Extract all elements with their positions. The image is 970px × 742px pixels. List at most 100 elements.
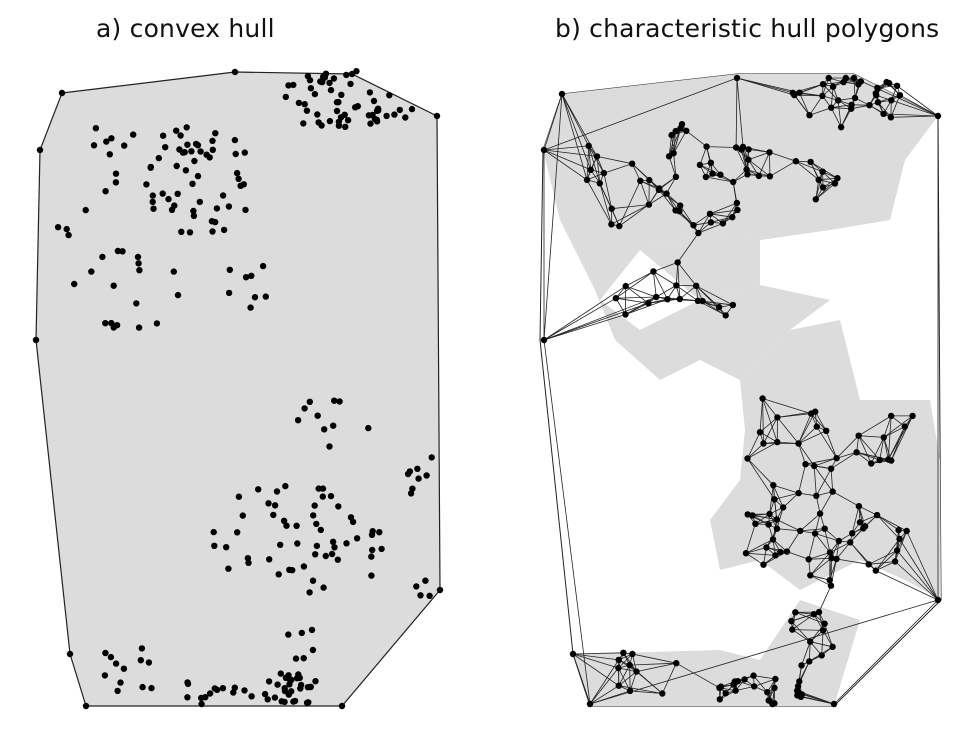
data-point: [291, 697, 299, 705]
mesh-edge: [762, 398, 778, 443]
data-point: [646, 176, 653, 184]
data-point: [196, 198, 203, 206]
data-point: [806, 112, 813, 119]
data-point: [620, 649, 627, 656]
mesh-edge: [589, 685, 620, 705]
data-point: [857, 78, 865, 85]
data-point: [780, 504, 787, 511]
data-point: [174, 291, 182, 299]
data-point: [232, 150, 239, 158]
mesh-edge: [677, 262, 697, 287]
mesh-edge: [762, 398, 764, 444]
data-point: [326, 443, 333, 450]
mesh-edge: [603, 163, 633, 174]
panel-b-characteristic-hull: [539, 73, 942, 708]
data-point: [792, 158, 799, 165]
data-point: [891, 558, 899, 565]
data-point: [368, 531, 376, 538]
data-point: [707, 219, 715, 226]
data-point: [693, 282, 700, 289]
data-point: [333, 107, 341, 115]
mesh-edge: [712, 173, 734, 183]
mesh-edge: [589, 659, 620, 705]
data-point: [277, 541, 284, 548]
data-point: [664, 296, 671, 303]
data-point: [792, 609, 799, 616]
mesh-edge: [830, 86, 834, 108]
data-point: [113, 322, 121, 329]
data-point: [773, 516, 780, 523]
data-point: [206, 690, 214, 697]
data-point: [261, 690, 269, 698]
data-point: [307, 683, 314, 690]
data-point: [827, 465, 835, 472]
data-point: [865, 561, 872, 568]
data-point: [108, 319, 115, 327]
data-point: [297, 681, 305, 689]
data-point: [149, 192, 156, 199]
data-point: [847, 539, 854, 546]
data-point: [819, 92, 826, 100]
mesh-edge: [773, 484, 799, 494]
data-point: [280, 517, 288, 524]
data-point: [282, 482, 289, 490]
mesh-edge: [766, 547, 788, 552]
data-point: [433, 112, 441, 120]
mesh-edge: [599, 183, 620, 227]
data-point: [294, 540, 301, 547]
mesh-edge: [673, 153, 677, 177]
mesh-edge: [618, 671, 637, 687]
data-point: [716, 684, 723, 691]
data-point: [233, 169, 241, 177]
mesh-edge: [808, 533, 816, 560]
data-point: [626, 687, 634, 695]
data-point: [396, 106, 403, 114]
mesh-edge: [755, 519, 777, 525]
data-point: [107, 653, 115, 661]
data-point: [300, 120, 307, 127]
data-point: [212, 130, 219, 137]
data-point: [353, 68, 360, 75]
data-point: [209, 137, 216, 144]
data-point: [231, 136, 239, 144]
mesh-edge: [808, 557, 832, 560]
data-point: [271, 502, 279, 509]
data-point: [837, 124, 845, 131]
data-point: [281, 685, 288, 692]
mesh-edge: [745, 552, 776, 556]
data-point: [633, 668, 640, 675]
data-point: [148, 684, 155, 692]
mesh-edge: [668, 156, 677, 177]
mesh-edge: [890, 115, 939, 118]
data-point: [849, 530, 856, 537]
data-point: [734, 678, 741, 685]
data-point: [321, 426, 328, 433]
data-point: [663, 190, 670, 197]
data-point: [593, 153, 601, 160]
data-point: [270, 511, 277, 519]
mesh-edge: [618, 664, 631, 686]
data-point: [177, 132, 184, 139]
mesh-edge: [543, 93, 563, 151]
data-point: [715, 303, 723, 311]
data-point: [702, 173, 710, 181]
data-point: [368, 553, 375, 560]
data-point: [833, 455, 840, 462]
data-point: [58, 89, 66, 97]
mesh-edge: [810, 574, 832, 587]
data-point: [186, 229, 194, 236]
data-point: [192, 140, 200, 148]
data-point: [173, 162, 180, 170]
data-point: [202, 694, 209, 701]
data-point: [699, 297, 706, 305]
data-point: [856, 519, 864, 526]
data-point: [833, 555, 840, 563]
mesh-edge: [792, 613, 815, 630]
data-point: [743, 166, 750, 173]
mesh-edge: [876, 514, 907, 532]
mesh-edge: [875, 561, 896, 571]
data-point: [873, 511, 881, 519]
mesh-edge: [543, 77, 738, 151]
data-point: [178, 228, 185, 235]
mesh-edge: [814, 411, 827, 431]
